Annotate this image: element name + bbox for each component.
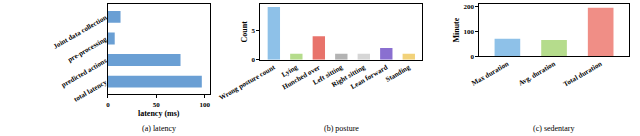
svg-text:Lean forward: Lean forward xyxy=(349,63,389,91)
svg-text:(c) sedentary: (c) sedentary xyxy=(533,124,575,133)
svg-text:5: 5 xyxy=(251,27,255,35)
svg-text:Right sitting: Right sitting xyxy=(330,63,367,89)
svg-text:0: 0 xyxy=(106,101,110,109)
svg-text:Standing: Standing xyxy=(384,63,412,84)
svg-text:Count: Count xyxy=(240,21,249,43)
svg-text:200: 200 xyxy=(464,3,475,11)
svg-text:Left sitting: Left sitting xyxy=(312,63,345,87)
svg-text:(a) latency: (a) latency xyxy=(142,124,176,133)
svg-text:total latency: total latency xyxy=(72,78,108,104)
svg-text:0: 0 xyxy=(251,56,255,64)
svg-text:Lying: Lying xyxy=(280,63,299,79)
svg-text:latency (ms): latency (ms) xyxy=(138,109,180,118)
svg-text:Joint data collection: Joint data collection xyxy=(52,14,108,51)
svg-text:pre-processing: pre-processing xyxy=(66,35,108,64)
svg-text:Hunched over: Hunched over xyxy=(281,63,322,91)
svg-text:100: 100 xyxy=(199,101,210,109)
svg-text:100: 100 xyxy=(464,28,475,36)
svg-text:predicted actions: predicted actions xyxy=(60,57,108,90)
svg-text:0: 0 xyxy=(471,53,475,61)
svg-text:50: 50 xyxy=(153,101,161,109)
svg-text:Max duration: Max duration xyxy=(470,60,510,88)
svg-text:(b) posture: (b) posture xyxy=(324,124,359,133)
svg-text:Avg. duration: Avg. duration xyxy=(517,60,557,88)
svg-text:Total duration: Total duration xyxy=(562,60,603,89)
svg-text:Minute: Minute xyxy=(452,17,461,42)
svg-text:Wrong posture count: Wrong posture count xyxy=(218,63,277,102)
